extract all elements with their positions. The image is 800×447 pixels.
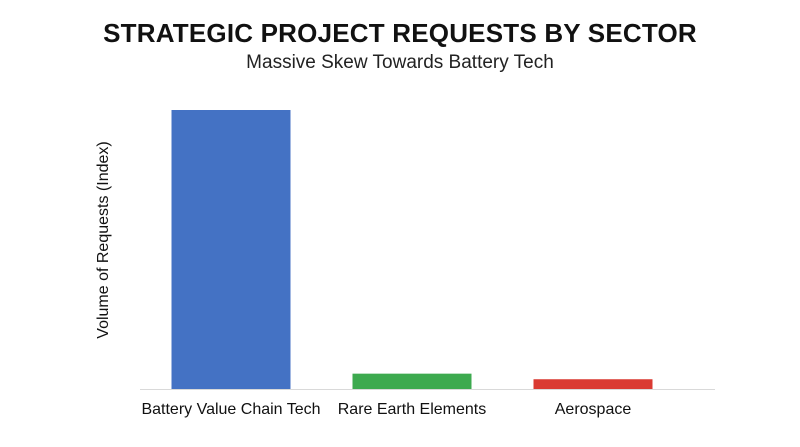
chart-title: STRATEGIC PROJECT REQUESTS BY SECTOR	[103, 18, 697, 48]
x-tick-label: Aerospace	[555, 401, 632, 418]
x-tick-label: Rare Earth Elements	[338, 401, 487, 418]
bar-rare-earth-elements	[352, 373, 472, 389]
x-tick-label: Battery Value Chain Tech	[141, 401, 320, 418]
bar-aerospace	[533, 379, 653, 389]
chart-subtitle: Massive Skew Towards Battery Tech	[246, 52, 554, 73]
bar-battery-value-chain-tech	[171, 110, 291, 389]
